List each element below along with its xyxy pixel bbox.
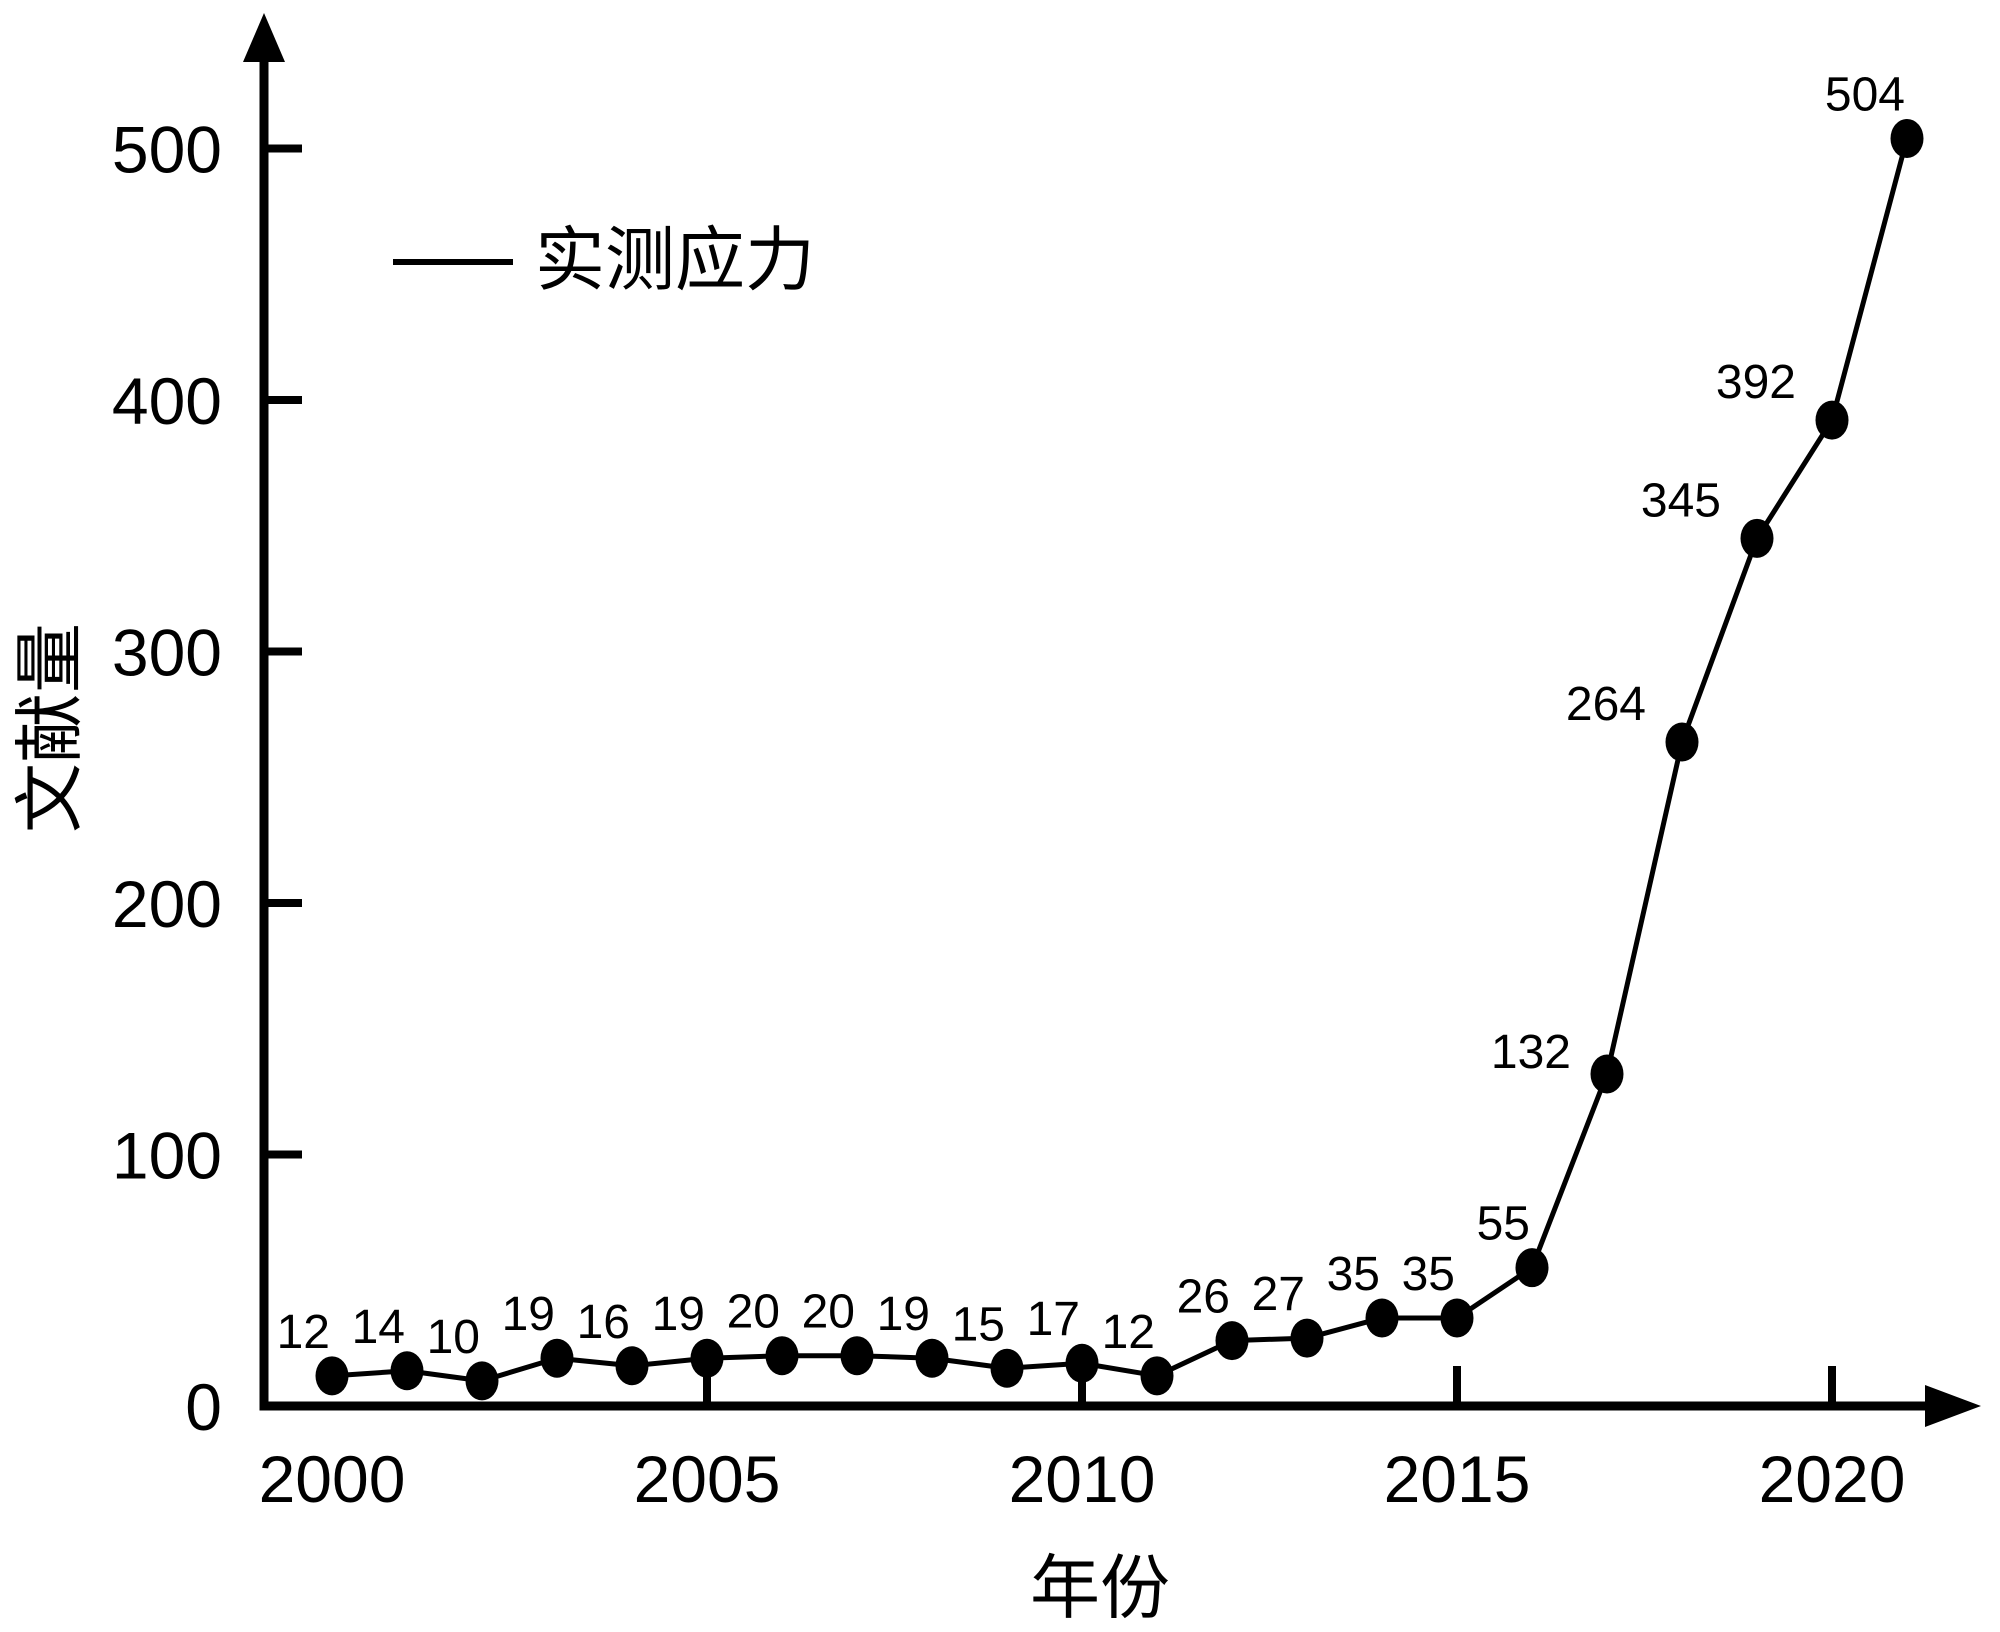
point-label: 16 <box>577 1296 630 1349</box>
point-label: 345 <box>1641 474 1721 527</box>
data-point-marker <box>1590 1054 1624 1094</box>
x-axis-arrowhead <box>1925 1385 1981 1427</box>
y-tick-label: 100 <box>112 1119 222 1193</box>
point-label: 19 <box>502 1288 555 1341</box>
point-label: 12 <box>1102 1306 1155 1359</box>
legend: 实测应力 <box>393 221 815 299</box>
legend-label: 实测应力 <box>535 221 815 299</box>
point-label: 10 <box>427 1311 480 1364</box>
y-tick-label: 300 <box>112 616 222 690</box>
point-label: 392 <box>1716 356 1796 409</box>
data-point-marker <box>1515 1248 1549 1288</box>
y-tick-label: 500 <box>112 113 222 187</box>
point-label: 504 <box>1825 68 1905 121</box>
x-tick-label: 2020 <box>1759 1442 1906 1516</box>
point-label: 27 <box>1252 1268 1305 1321</box>
y-tick-label: 0 <box>185 1370 222 1444</box>
point-label: 35 <box>1402 1248 1455 1301</box>
series-line <box>331 137 1910 1384</box>
data-point-marker <box>765 1336 799 1376</box>
data-point-marker <box>1665 722 1699 762</box>
point-label: 15 <box>952 1298 1005 1351</box>
x-tick-label: 2005 <box>634 1442 781 1516</box>
data-series <box>315 118 1924 1401</box>
data-point-marker <box>1890 118 1924 158</box>
y-tick-label: 200 <box>112 867 222 941</box>
data-point-marker <box>1440 1298 1474 1338</box>
point-label: 17 <box>1027 1293 1080 1346</box>
data-point-marker <box>315 1356 349 1396</box>
y-tick-label: 400 <box>112 364 222 438</box>
x-tick-label: 2010 <box>1009 1442 1156 1516</box>
data-point-marker <box>1290 1318 1324 1358</box>
data-point-marker <box>615 1346 649 1386</box>
point-label: 20 <box>727 1286 780 1339</box>
x-tick-label: 2000 <box>259 1442 406 1516</box>
point-label: 12 <box>277 1306 330 1359</box>
x-tick-label: 2015 <box>1384 1442 1531 1516</box>
point-label: 26 <box>1177 1271 1230 1324</box>
y-axis-arrowhead <box>243 13 285 62</box>
data-point-marker <box>1215 1321 1249 1361</box>
point-label: 19 <box>652 1288 705 1341</box>
point-label: 14 <box>352 1301 405 1354</box>
point-label: 35 <box>1327 1248 1380 1301</box>
data-point-marker <box>915 1338 949 1378</box>
point-label: 19 <box>877 1288 930 1341</box>
y-axis-title: 文献量 <box>11 623 89 833</box>
data-point-marker <box>1815 400 1849 440</box>
data-point-marker <box>990 1348 1024 1388</box>
data-point-marker <box>690 1338 724 1378</box>
point-label: 55 <box>1477 1198 1530 1251</box>
point-label: 264 <box>1566 678 1646 731</box>
point-label: 132 <box>1491 1026 1571 1079</box>
data-point-marker <box>1065 1343 1099 1383</box>
data-point-marker <box>540 1338 574 1378</box>
data-point-marker <box>1140 1356 1174 1396</box>
data-point-marker <box>390 1351 424 1391</box>
point-labels: 12 14 10 19 16 19 20 20 19 15 17 12 26 27 35 35 55 132 264… <box>277 68 1905 1363</box>
x-axis-title: 年份 <box>1030 1549 1170 1627</box>
data-point-marker <box>1740 518 1774 558</box>
data-point-marker <box>1365 1298 1399 1338</box>
point-label: 20 <box>802 1286 855 1339</box>
data-point-marker <box>840 1336 874 1376</box>
data-point-marker <box>465 1361 499 1401</box>
